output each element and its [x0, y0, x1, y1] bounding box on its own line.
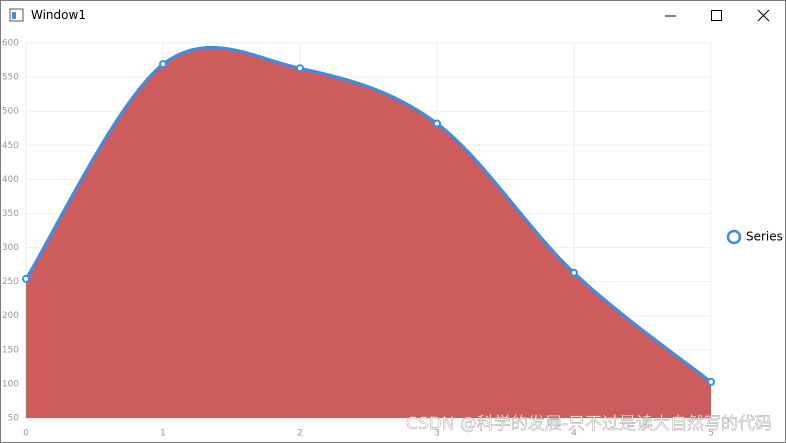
y-tick-label: 600 — [2, 39, 19, 49]
x-tick-label: 2 — [297, 429, 303, 439]
x-tick-label: 3 — [434, 429, 440, 439]
title-bar: Window1 — [1, 1, 785, 31]
y-tick-label: 500 — [2, 107, 19, 117]
y-tick-label: 400 — [2, 175, 19, 185]
area-fill — [26, 47, 711, 418]
x-tick-label: 4 — [571, 429, 577, 439]
legend-marker — [726, 229, 742, 245]
x-tick-label: 0 — [23, 429, 29, 439]
x-tick-label: 5 — [708, 429, 714, 439]
data-point — [159, 60, 167, 69]
data-point — [433, 119, 441, 128]
y-tick-label: 100 — [2, 379, 19, 389]
y-tick-label: 350 — [2, 209, 19, 219]
legend-label: Series — [746, 230, 783, 244]
chart: 50 100 150 200 250 300 350 400 450 500 550 600 0 1 2 3 4… — [2, 39, 783, 439]
y-tick-label: 50 — [8, 414, 20, 424]
data-point — [296, 64, 304, 73]
y-tick-label: 450 — [2, 141, 19, 151]
data-point — [707, 377, 715, 386]
y-tick-label: 250 — [2, 277, 19, 287]
watermark: CSDN @科学的发展-只不过是读大自然写的代码 — [406, 414, 772, 434]
y-tick-label: 150 — [2, 345, 19, 355]
area-line — [24, 45, 712, 384]
window-title: Window1 — [31, 8, 86, 22]
close-button[interactable] — [757, 9, 770, 22]
app-icon — [9, 8, 24, 22]
app-icon-detail — [12, 12, 16, 19]
y-tick-label: 550 — [2, 73, 19, 83]
x-tick-label: 1 — [160, 429, 166, 439]
maximize-button[interactable] — [711, 10, 722, 21]
title-bar-icons — [9, 8, 770, 22]
data-point — [22, 274, 30, 283]
data-point — [570, 268, 578, 277]
y-tick-label: 300 — [2, 243, 19, 253]
y-tick-label: 200 — [2, 311, 19, 321]
